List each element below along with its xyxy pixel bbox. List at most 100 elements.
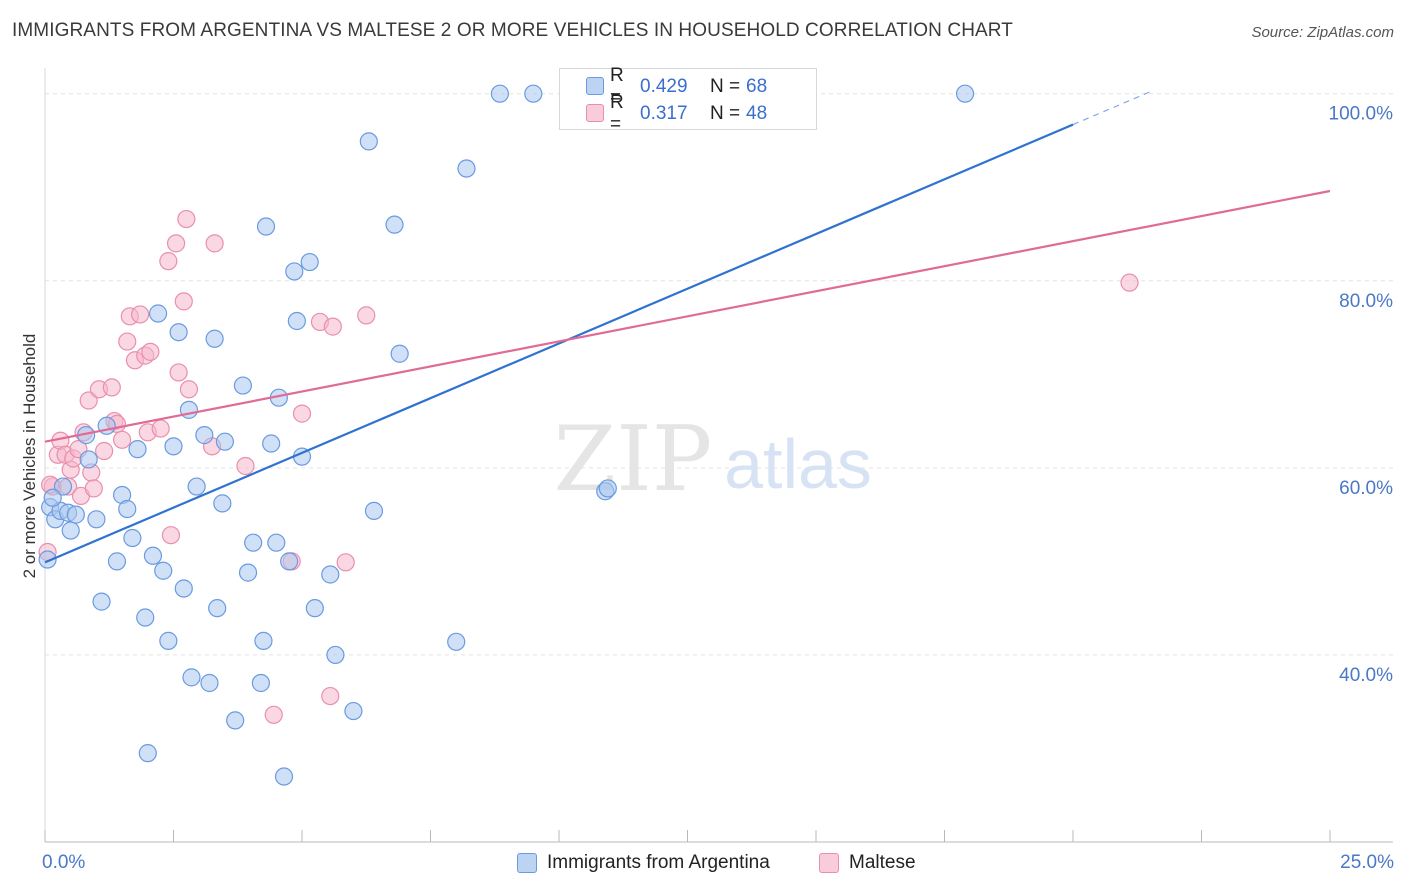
argentina-point: [195, 426, 214, 445]
argentina-point: [128, 440, 147, 459]
argentina-point: [87, 510, 106, 529]
bottom-legend-swatch-maltese: [819, 853, 839, 873]
legend-row-argentina: R = 0.429 N = 68: [586, 65, 767, 108]
maltese-point: [141, 342, 160, 361]
argentina-point: [287, 311, 306, 331]
argentina-point: [107, 552, 127, 571]
legend-r-label: R =: [610, 65, 624, 108]
bottom-legend-label-maltese: Maltese: [849, 852, 916, 873]
legend-r-label: R =: [610, 92, 624, 135]
argentina-point: [226, 711, 245, 730]
argentina-point: [182, 668, 201, 687]
chart-title: IMMIGRANTS FROM ARGENTINA VS MALTESE 2 O…: [12, 20, 1013, 41]
argentina-trend-extension: [1072, 91, 1151, 126]
source-label: Source: ZipAtlas.com: [1251, 24, 1394, 41]
argentina-point: [66, 505, 85, 524]
bottom-legend-item-maltese: Maltese: [819, 852, 916, 874]
argentina-point: [208, 599, 227, 618]
argentina-point: [262, 434, 281, 453]
maltese-point: [84, 479, 103, 498]
maltese-point: [112, 430, 132, 449]
legend-row-maltese: R = 0.317 N = 48: [586, 92, 768, 135]
bottom-legend-label-argentina: Immigrants from Argentina: [547, 852, 770, 873]
argentina-point: [118, 499, 137, 519]
argentina-point: [326, 645, 345, 665]
maltese-point: [130, 305, 150, 324]
argentina-point: [364, 501, 384, 520]
x-tick-label-min: 0.0%: [42, 852, 86, 873]
maltese-point: [179, 380, 199, 399]
y-tick-label: 80.0%: [1339, 291, 1393, 312]
legend-swatch-maltese: [586, 104, 604, 122]
argentina-point: [305, 599, 324, 618]
argentina-point: [267, 533, 286, 552]
argentina-point: [38, 550, 57, 569]
watermark: ZIP atlas: [554, 407, 872, 512]
legend-r-value: 0.317: [640, 103, 688, 124]
argentina-point: [238, 563, 258, 582]
maltese-point: [264, 705, 283, 724]
maltese-point: [118, 332, 137, 351]
axes: [44, 68, 1393, 843]
argentina-point: [344, 701, 363, 721]
argentina-point: [213, 494, 232, 513]
bottom-legend: Immigrants from Argentina Maltese: [0, 852, 1406, 878]
legend-r-value: 0.429: [640, 76, 688, 97]
maltese-point: [102, 378, 121, 397]
maltese-point: [79, 391, 98, 410]
series-argentina-points: [38, 84, 975, 786]
maltese-point: [205, 234, 224, 253]
bottom-legend-swatch-argentina: [517, 853, 537, 873]
argentina-point: [256, 217, 276, 236]
argentina-point: [280, 552, 299, 571]
maltese-point: [323, 317, 342, 336]
maltese-point: [161, 526, 181, 545]
maltese-point: [236, 456, 255, 476]
y-tick-label: 60.0%: [1339, 478, 1393, 499]
maltese-point: [292, 404, 312, 423]
argentina-point: [138, 744, 157, 763]
maltese-point: [1120, 273, 1139, 292]
argentina-point: [390, 344, 409, 363]
argentina-point: [200, 673, 219, 693]
argentina-point: [187, 477, 206, 496]
argentina-point: [154, 561, 173, 580]
bottom-legend-item-argentina: Immigrants from Argentina: [517, 852, 770, 874]
argentina-point: [205, 329, 224, 348]
legend-swatch-argentina: [586, 77, 604, 95]
maltese-trend-line: [44, 189, 1331, 443]
argentina-point: [164, 437, 183, 456]
argentina-point: [524, 84, 543, 103]
legend-n-value: 48: [746, 103, 768, 124]
legend-n-label: N =: [710, 103, 741, 124]
y-tick-label: 100.0%: [1329, 104, 1394, 125]
trend-lines: [44, 91, 1331, 564]
maltese-point: [166, 234, 186, 253]
maltese-point: [357, 306, 376, 325]
argentina-point: [285, 262, 304, 281]
maltese-point: [177, 209, 196, 229]
watermark-atlas: atlas: [724, 425, 872, 503]
argentina-point: [321, 565, 340, 584]
watermark-zip: ZIP: [554, 407, 713, 512]
argentina-point: [79, 450, 98, 469]
argentina-point: [174, 579, 193, 598]
argentina-point: [136, 608, 155, 627]
argentina-point: [447, 632, 466, 651]
argentina-point: [955, 84, 975, 103]
maltese-point: [95, 441, 114, 461]
argentina-point: [123, 528, 142, 548]
y-tick-labels: 40.0% 60.0% 80.0% 100.0%: [1329, 104, 1394, 686]
maltese-point: [159, 252, 178, 271]
legend-n-label: N =: [710, 76, 741, 97]
maltese-point: [321, 686, 340, 706]
argentina-point: [274, 767, 294, 786]
argentina-point: [490, 84, 509, 103]
argentina-point: [92, 592, 111, 611]
stats-legend: R = 0.429 N = 68 R = 0.317 N = 48: [559, 65, 817, 135]
argentina-point: [254, 631, 273, 650]
argentina-point: [385, 215, 404, 234]
argentina-trend-line: [44, 123, 1074, 564]
argentina-point: [251, 673, 270, 693]
